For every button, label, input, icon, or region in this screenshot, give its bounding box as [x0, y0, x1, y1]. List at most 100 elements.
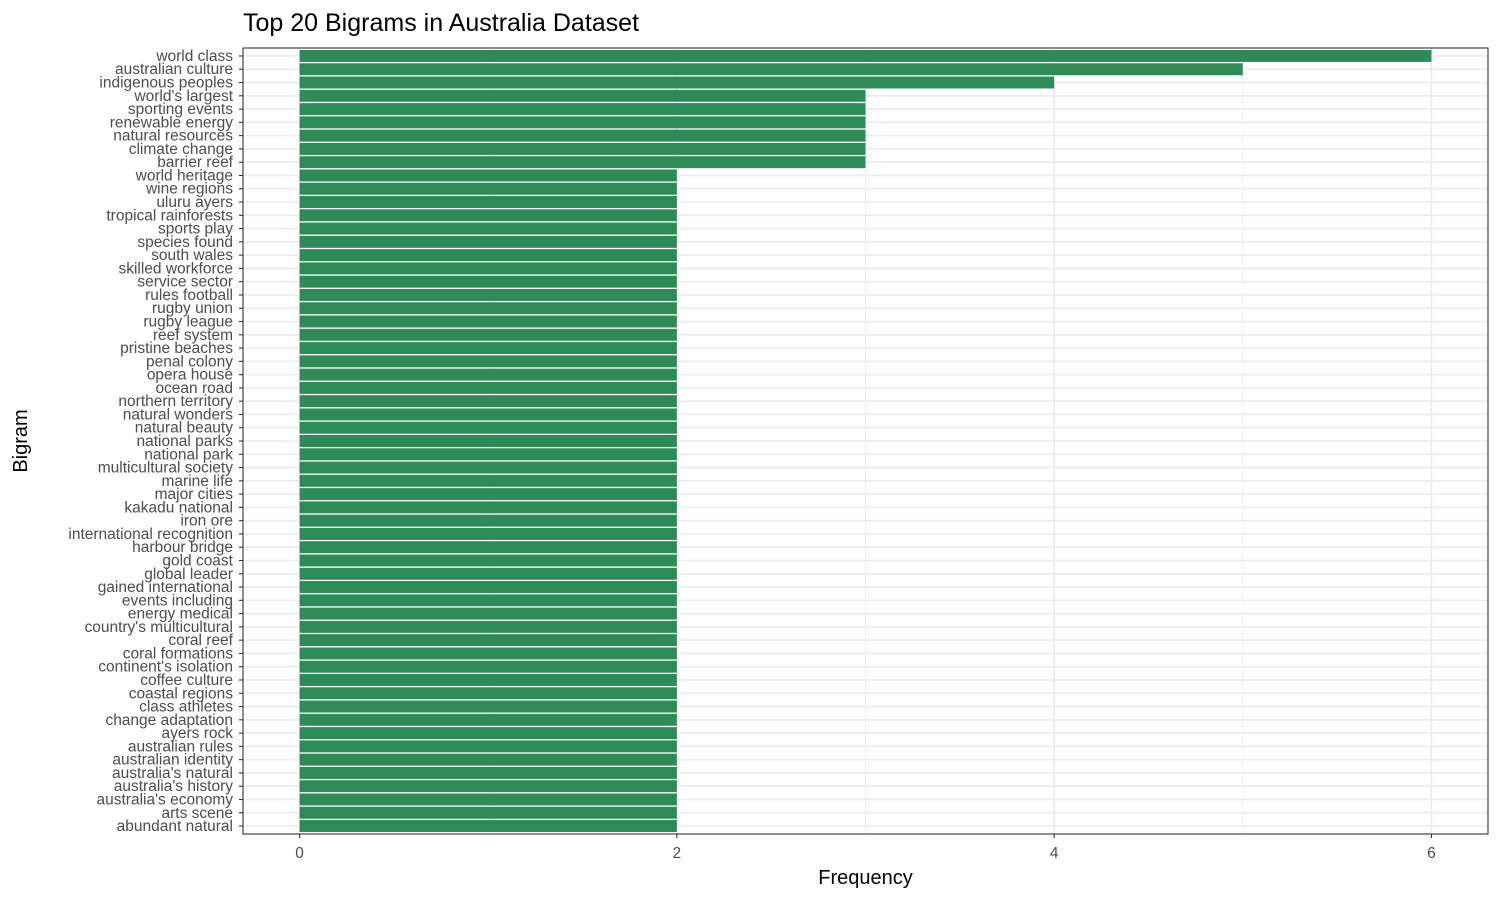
bar	[299, 368, 677, 381]
bar	[299, 89, 866, 102]
bar	[299, 766, 677, 779]
y-tick-label: iron ore	[180, 513, 233, 530]
y-tick-label: world heritage	[135, 167, 233, 184]
bar	[299, 727, 677, 740]
x-axis-title: Frequency	[818, 867, 913, 889]
bar	[299, 713, 677, 726]
y-tick-label: change adaptation	[105, 712, 233, 729]
x-axis: 0 2 4 6	[295, 834, 1436, 862]
y-tick-label: tropical rainforests	[106, 207, 233, 224]
y-tick-label: world class	[155, 48, 233, 65]
bar	[299, 634, 677, 647]
bar	[299, 156, 866, 169]
y-tick-label: northern territory	[118, 393, 233, 410]
bar	[299, 581, 677, 594]
bar	[299, 129, 866, 142]
bar	[299, 501, 677, 514]
y-tick-label: world's largest	[133, 88, 233, 105]
y-tick-label: marine life	[162, 473, 234, 490]
y-tick-label: events including	[122, 592, 233, 609]
bar	[299, 594, 677, 607]
bar	[299, 567, 677, 580]
bar	[299, 820, 677, 833]
bar	[299, 660, 677, 673]
y-tick-label: ocean road	[155, 380, 233, 397]
y-tick-label: coral reef	[168, 632, 233, 649]
y-tick-label: class athletes	[139, 699, 233, 716]
bar	[299, 342, 677, 355]
bar	[299, 740, 677, 753]
y-tick-label: australia's economy	[97, 791, 234, 808]
y-tick-label: multicultural society	[98, 460, 233, 477]
y-tick-label: coral formations	[123, 645, 234, 662]
bar	[299, 674, 677, 686]
y-tick-label: renewable energy	[110, 114, 233, 131]
x-tick-label: 2	[673, 845, 682, 862]
y-tick-label: arts scene	[161, 805, 233, 822]
y-tick-label: coffee culture	[140, 672, 233, 689]
bar	[299, 355, 677, 368]
bar	[299, 182, 677, 195]
y-tick-label: gold coast	[162, 552, 233, 569]
y-tick-label: australian culture	[115, 61, 233, 78]
bar	[299, 620, 677, 633]
y-tick-label: barrier reef	[157, 154, 233, 171]
y-tick-label: australia's natural	[112, 765, 233, 782]
bar	[299, 488, 677, 501]
bar	[299, 235, 677, 248]
y-tick-label: energy medical	[128, 606, 233, 623]
bar	[299, 49, 1432, 62]
bar	[299, 527, 677, 540]
y-tick-label: opera house	[147, 367, 233, 384]
bar	[299, 647, 677, 660]
bar	[299, 76, 1055, 89]
y-tick-label: continent's isolation	[98, 659, 233, 676]
bar	[299, 474, 677, 487]
bar	[299, 607, 677, 620]
y-axis-title: Bigram	[10, 409, 32, 472]
bar-layer	[299, 49, 1432, 833]
y-tick-label: gained international	[98, 579, 233, 596]
bar	[299, 408, 677, 421]
x-tick-label: 0	[295, 845, 304, 862]
bar	[299, 262, 677, 275]
bar	[299, 448, 677, 461]
y-tick-label: abundant natural	[117, 818, 233, 835]
y-tick-label: species found	[137, 234, 233, 251]
panel-border	[242, 47, 1489, 835]
bar	[299, 793, 677, 806]
bar	[299, 700, 677, 713]
y-tick-label: penal colony	[146, 353, 233, 370]
y-tick-label: national parks	[136, 433, 233, 450]
y-tick-label: reef system	[153, 327, 233, 344]
y-tick-label: australian rules	[128, 738, 233, 755]
bar	[299, 753, 677, 766]
bar	[299, 63, 1243, 76]
bar	[299, 249, 677, 262]
bar	[299, 169, 677, 182]
bar	[299, 461, 677, 474]
bar	[299, 142, 866, 155]
y-tick-label: ayers rock	[162, 725, 234, 742]
bar	[299, 288, 677, 301]
bar	[299, 421, 677, 434]
y-tick-label: country's multicultural	[84, 619, 233, 636]
y-tick-label: major cities	[155, 486, 234, 503]
y-tick-label: harbour bridge	[132, 539, 233, 556]
bar	[299, 103, 866, 116]
bar	[299, 222, 677, 235]
bar	[299, 687, 677, 700]
y-tick-label: sporting events	[128, 101, 233, 118]
y-tick-label: indigenous peoples	[99, 75, 233, 92]
y-tick-label: international recognition	[68, 526, 233, 543]
bar	[299, 395, 677, 408]
y-tick-label: service sector	[137, 274, 233, 291]
bar	[299, 302, 677, 315]
y-tick-label: natural wonders	[123, 406, 234, 423]
bar	[299, 780, 677, 793]
y-tick-label: climate change	[129, 141, 233, 158]
y-tick-label: australia's history	[114, 778, 234, 795]
